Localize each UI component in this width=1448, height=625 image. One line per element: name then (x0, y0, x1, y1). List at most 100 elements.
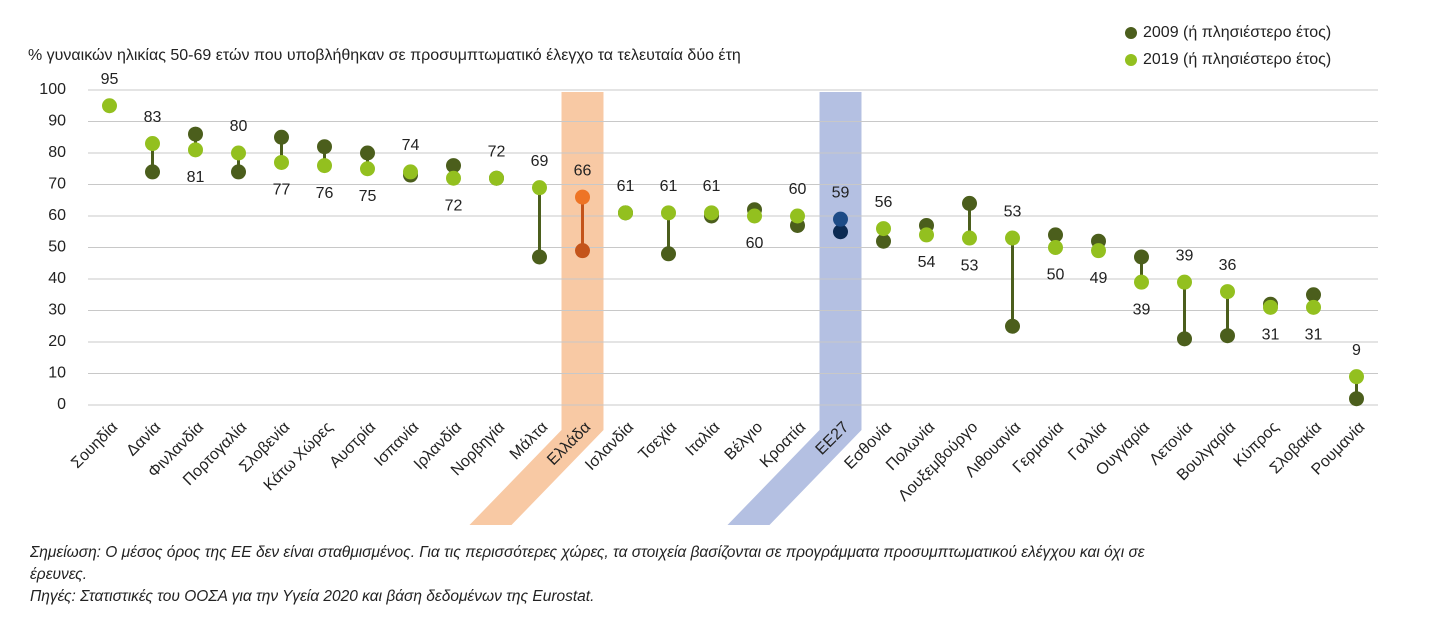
dot (188, 126, 203, 142)
dot (1091, 243, 1106, 259)
value-label: 60 (789, 181, 807, 198)
value-label: 54 (918, 254, 936, 271)
dot (575, 243, 590, 259)
legend-label: 2019 (ή πλησιέστερο έτος) (1143, 51, 1331, 68)
dot (1220, 328, 1235, 344)
dot (962, 195, 977, 211)
dot (790, 208, 805, 224)
value-label: 9 (1352, 342, 1361, 359)
dot (1349, 391, 1364, 407)
dot (661, 246, 676, 262)
value-label: 36 (1219, 257, 1237, 274)
dot (532, 249, 547, 265)
dot (1134, 249, 1149, 265)
x-tick-label: Δανία (123, 419, 164, 460)
dot (1048, 240, 1063, 255)
value-label: 61 (703, 178, 721, 195)
x-tick-label: Αυστρία (327, 419, 380, 472)
y-tick-label: 60 (48, 207, 66, 224)
dot (231, 164, 246, 180)
dot (833, 224, 848, 240)
dot (274, 129, 289, 145)
x-tick-label: Σουηδία (68, 419, 121, 472)
y-tick-label: 100 (39, 81, 66, 98)
legend-marker (1125, 27, 1137, 39)
highlight-band (469, 92, 604, 525)
value-label: 53 (961, 257, 979, 274)
dot (1005, 318, 1020, 334)
dot (403, 164, 418, 180)
y-tick-label: 20 (48, 333, 66, 350)
value-label: 69 (531, 153, 549, 170)
dot (704, 205, 719, 221)
note: Σημείωση: Ο μέσος όρος της ΕΕ δεν είναι … (30, 544, 1145, 583)
value-label: 60 (746, 235, 764, 252)
dot (919, 227, 934, 243)
y-tick-label: 40 (48, 270, 66, 287)
value-label: 80 (230, 118, 248, 135)
dot (618, 205, 633, 221)
dot (1005, 230, 1020, 246)
dot (1263, 299, 1278, 315)
dot (231, 145, 246, 161)
y-tick-label: 30 (48, 302, 66, 319)
y-tick-label: 10 (48, 365, 66, 382)
value-label: 31 (1262, 327, 1280, 344)
legend-marker (1125, 54, 1137, 66)
value-label: 72 (445, 197, 463, 214)
value-label: 77 (273, 182, 291, 199)
y-tick-label: 0 (57, 396, 66, 413)
dot (532, 180, 547, 196)
value-label: 56 (875, 194, 893, 211)
x-tick-label: Ιταλία (683, 419, 724, 460)
value-label: 66 (574, 162, 592, 179)
value-label: 74 (402, 137, 420, 154)
dot (575, 189, 590, 205)
dot (446, 170, 461, 186)
dot (145, 136, 160, 152)
value-label: 83 (144, 109, 162, 126)
dot (1306, 299, 1321, 315)
dot (1177, 331, 1192, 347)
value-label: 39 (1176, 247, 1194, 264)
notes: Σημείωση: Ο μέσος όρος της ΕΕ δεν είναι … (30, 542, 1150, 608)
dot (446, 158, 461, 174)
y-axis-label: % γυναικών ηλικίας 50-69 ετών που υποβλή… (28, 47, 741, 64)
highlight-band (727, 92, 862, 525)
dot (1349, 369, 1364, 385)
value-label: 53 (1004, 203, 1022, 220)
value-label: 49 (1090, 270, 1108, 287)
dot (360, 161, 375, 177)
dot (876, 233, 891, 249)
dot (1220, 284, 1235, 300)
dot (317, 139, 332, 155)
dot (1177, 274, 1192, 290)
dot (962, 230, 977, 246)
dot (1134, 274, 1149, 290)
source: Πηγές: Στατιστικές του ΟΟΣΑ για την Υγεί… (30, 588, 595, 605)
y-tick-label: 70 (48, 176, 66, 193)
dot (102, 98, 117, 114)
value-label: 72 (488, 143, 506, 160)
legend-label: 2009 (ή πλησιέστερο έτος) (1143, 24, 1331, 41)
dot (274, 154, 289, 170)
dot (876, 221, 891, 237)
dot (1306, 287, 1321, 303)
y-tick-label: 80 (48, 144, 66, 161)
value-label: 50 (1047, 267, 1065, 284)
value-label: 95 (101, 71, 119, 88)
chart: % γυναικών ηλικίας 50-69 ετών που υποβλή… (28, 24, 1378, 525)
dot (747, 208, 762, 224)
y-tick-label: 50 (48, 239, 66, 256)
value-label: 81 (187, 169, 205, 186)
value-label: 75 (359, 188, 377, 205)
dot (145, 164, 160, 180)
dot (188, 142, 203, 158)
dot (833, 211, 848, 227)
y-tick-label: 90 (48, 113, 66, 130)
dot (1048, 227, 1063, 243)
value-label: 39 (1133, 301, 1151, 318)
value-label: 61 (660, 178, 678, 195)
dot (661, 205, 676, 221)
